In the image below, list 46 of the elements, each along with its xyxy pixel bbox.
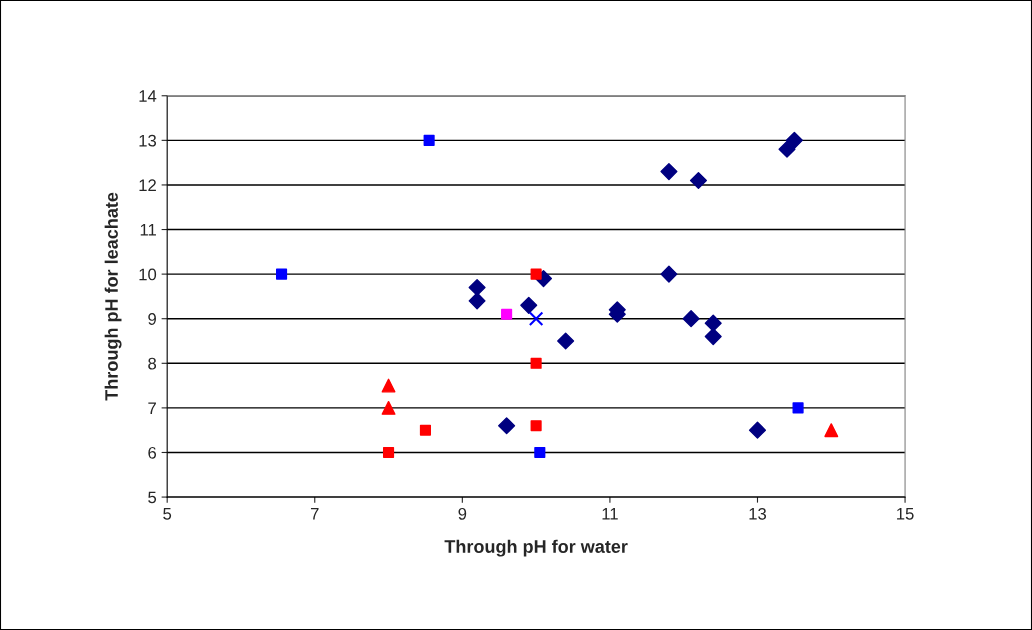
y-tick-label: 5 [148,491,157,504]
point [423,134,435,146]
point [520,296,538,314]
y-tick-label: 8 [148,357,157,370]
point [382,446,395,459]
y-tick-label: 13 [139,134,157,147]
point [682,310,700,328]
point [748,421,767,439]
point [660,265,678,283]
y-tick-label: 14 [139,90,157,102]
y-tick-label: 7 [148,402,156,414]
y-tick-label: 12 [139,179,156,191]
point [557,332,575,350]
point [704,327,722,346]
point [381,378,396,393]
x-tick-label: 9 [458,507,467,520]
point [501,308,513,320]
point [498,417,516,435]
point [534,446,546,459]
point [419,424,431,436]
x-axis-title: Through pH for water [444,539,628,557]
y-axis-title: Through pH for leachate [104,192,122,401]
point [530,268,542,280]
point [660,163,678,181]
point [468,292,486,310]
y-tick-label: 10 [139,268,157,281]
point [468,278,486,297]
point [778,140,796,158]
point [792,402,804,414]
point [381,400,396,415]
point [275,268,288,280]
point [689,171,708,190]
point [785,131,803,149]
point [824,423,839,438]
point [530,420,542,432]
point [530,357,542,369]
point [528,311,544,326]
x-tick-label: 15 [897,508,914,520]
y-tick-label: 11 [140,224,156,236]
x-tick-label: 7 [310,508,319,520]
x-tick-label: 11 [602,508,618,520]
y-tick-label: 9 [148,313,156,325]
y-tick-label: 6 [148,446,157,459]
point [704,314,722,332]
x-tick-label: 5 [163,508,172,520]
x-tick-label: 13 [749,507,767,520]
